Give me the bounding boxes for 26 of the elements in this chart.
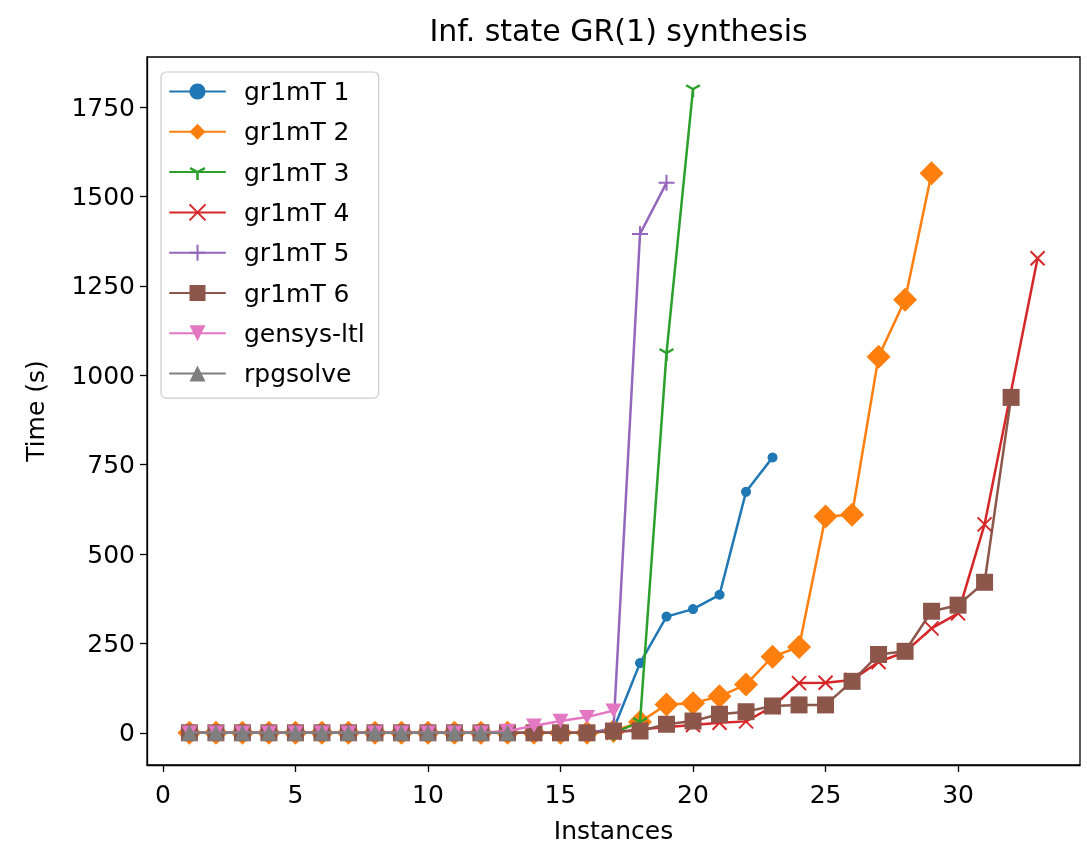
x-tick-label: 5 <box>287 780 304 809</box>
legend-label: gensys-ltl <box>244 318 365 348</box>
x-tick-label: 25 <box>809 780 842 809</box>
y-tick-label: 1750 <box>71 92 135 122</box>
y-axis-title: Time (s) <box>21 360 50 463</box>
x-tick-label: 0 <box>154 780 171 809</box>
legend-label: gr1mT 3 <box>244 157 350 187</box>
legend-label: gr1mT 4 <box>244 197 350 227</box>
y-tick-label: 1500 <box>71 181 135 211</box>
x-axis-title: Instances <box>553 816 674 845</box>
legend-label: gr1mT 6 <box>244 278 350 308</box>
x-tick-label: 30 <box>942 780 974 809</box>
y-tick-label: 1000 <box>71 360 135 390</box>
x-tick-label: 20 <box>677 780 709 809</box>
legend-label: gr1mT 1 <box>244 77 350 106</box>
y-tick-label: 250 <box>87 628 135 658</box>
x-tick-label: 10 <box>412 780 444 809</box>
y-tick-label: 1250 <box>71 271 135 301</box>
x-tick-label: 15 <box>544 780 577 809</box>
legend-label: gr1mT 5 <box>244 238 350 268</box>
legend-label: rpgsolve <box>244 359 352 389</box>
y-tick-label: 750 <box>87 450 135 480</box>
y-tick-label: 500 <box>87 539 135 569</box>
y-tick-label: 0 <box>119 718 135 748</box>
chart-title: Inf. state GR(1) synthesis <box>429 12 808 48</box>
legend-label: gr1mT 2 <box>244 117 350 147</box>
